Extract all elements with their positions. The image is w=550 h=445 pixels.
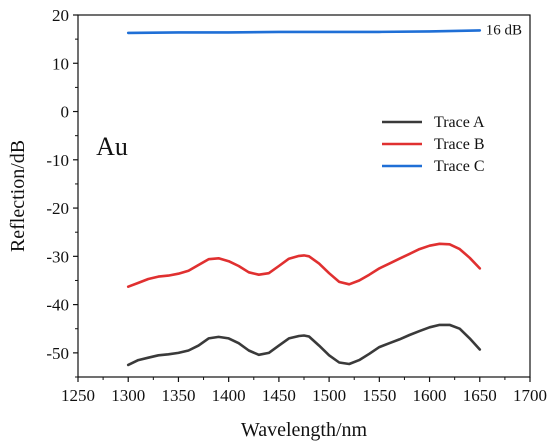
x-tick-label: 1650 [463, 386, 497, 405]
plot-frame [77, 14, 531, 378]
y-tick-label: 20 [52, 6, 69, 25]
y-tick-label: -40 [46, 296, 69, 315]
ticks-layer: 1250 1300 1350 1400 1450 1500 1550 1600 1650 1700… [46, 6, 547, 405]
axes-layer [77, 14, 531, 378]
sample-label: Au [96, 132, 128, 161]
y-tick-label: -10 [46, 151, 69, 170]
series-layer [126, 29, 482, 367]
series-line-3 [126, 29, 482, 35]
legend: Trace A Trace B Trace C [382, 114, 485, 175]
y-tick-label: -30 [46, 247, 69, 266]
legend-label-1: Trace A [434, 114, 485, 131]
x-tick-label: 1700 [513, 386, 547, 405]
x-tick-label: 1550 [362, 386, 396, 405]
y-tick-label: -50 [46, 344, 69, 363]
x-tick-label: 1450 [262, 386, 296, 405]
series-line-1 [126, 323, 482, 367]
x-tick-label: 1400 [212, 386, 246, 405]
trace-c-level-label: 16 dB [486, 22, 522, 38]
y-axis-title: Reflection/dB [7, 140, 29, 252]
x-tick-label: 1250 [61, 386, 95, 405]
x-axis-title: Wavelength/nm [241, 419, 368, 441]
y-tick-label: -20 [46, 199, 69, 218]
legend-label-3: Trace C [434, 158, 485, 175]
x-tick-label: 1300 [111, 386, 145, 405]
y-tick-label: 0 [61, 103, 70, 122]
series-line-2 [126, 242, 482, 289]
x-tick-label: 1500 [312, 386, 346, 405]
legend-label-2: Trace B [434, 136, 485, 153]
x-tick-label: 1600 [413, 386, 447, 405]
y-tick-label: 10 [52, 54, 69, 73]
x-tick-label: 1350 [161, 386, 195, 405]
